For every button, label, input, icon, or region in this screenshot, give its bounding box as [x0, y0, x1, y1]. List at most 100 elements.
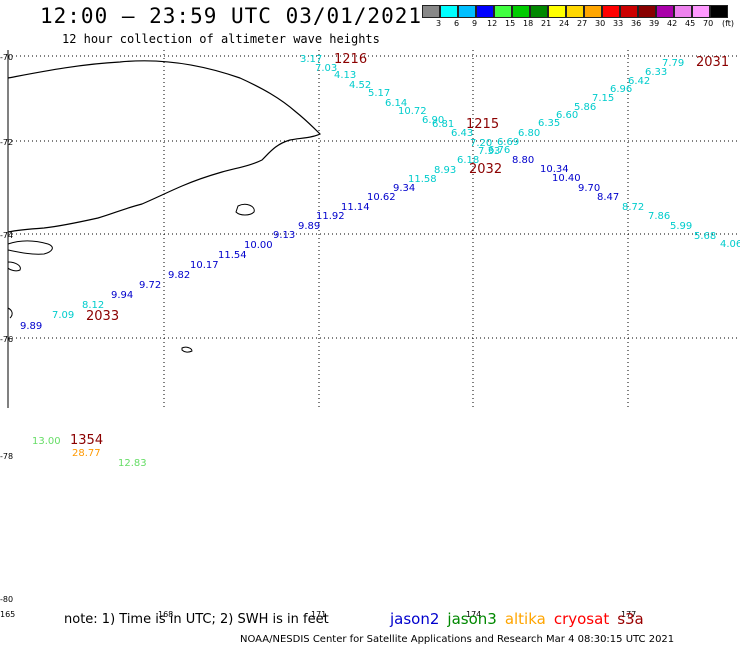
- coastline-island: [181, 346, 193, 353]
- swh-value: 12.83: [118, 458, 147, 469]
- lat-label: -70: [0, 53, 13, 62]
- legend-label: 12: [487, 19, 498, 28]
- satellite-altika: altika: [504, 610, 546, 628]
- track-id-2031: 2031: [696, 55, 729, 70]
- satellite-s3a: s3a: [617, 610, 644, 628]
- swh-value: 7.03: [315, 63, 337, 74]
- satellite-legend: jason2 jason3 altika cryosat s3a: [390, 610, 652, 628]
- satellite-jason3: jason3: [447, 610, 497, 628]
- swh-value: 6.33: [645, 67, 667, 78]
- swh-value: 7.33: [478, 146, 500, 157]
- swh-value: 13.00: [32, 436, 61, 447]
- coastline: [7, 60, 322, 233]
- legend-label: 30: [595, 19, 606, 28]
- wave-height-legend: 3 6 9 12 15 18 21 24 27 30 33 36 39 42 45 70 (ft): [422, 5, 734, 30]
- swh-value: 5.68: [694, 231, 716, 242]
- swh-value: 5.86: [574, 102, 596, 113]
- swh-value: 6.35: [538, 118, 560, 129]
- swh-value: 9.70: [578, 183, 600, 194]
- lat-label: -78: [0, 452, 13, 461]
- legend-swatch: [476, 5, 494, 18]
- footer-credit: NOAA/NESDIS Center for Satellite Applica…: [240, 634, 675, 645]
- legend-label: 9: [472, 19, 478, 28]
- legend-swatch: [638, 5, 656, 18]
- legend-swatch: [584, 5, 602, 18]
- legend-label: 24: [559, 19, 570, 28]
- legend-labels: 3 6 9 12 15 18 21 24 27 30 33 36 39 42 45 70 (ft): [422, 18, 734, 30]
- coastline-island: [7, 261, 21, 272]
- swh-value: 11.14: [341, 202, 370, 213]
- lon-label: 165: [0, 610, 15, 619]
- map-title: 12:00 – 23:59 UTC 03/01/2021: [40, 4, 423, 28]
- satellite-cryosat: cryosat: [553, 610, 610, 628]
- track-id-1215: 1215: [466, 117, 499, 132]
- swh-value: 6.42: [628, 76, 650, 87]
- swh-value: 10.34: [540, 164, 569, 175]
- lat-label: -72: [0, 138, 13, 147]
- swh-value: 9.82: [168, 270, 190, 281]
- swh-value: 9.89: [298, 221, 320, 232]
- legend-swatch: [440, 5, 458, 18]
- legend-label: 27: [577, 19, 588, 28]
- swh-value: 4.52: [349, 80, 371, 91]
- legend-label: 45: [685, 19, 696, 28]
- lon-label: 177: [621, 610, 636, 619]
- swh-value: 6.96: [610, 84, 632, 95]
- lon-label: 174: [466, 610, 481, 619]
- swh-value: 6.81: [432, 119, 454, 130]
- legend-swatch: [422, 5, 440, 18]
- swh-value: 6.76: [488, 145, 510, 156]
- swh-value: 28.77: [72, 448, 101, 459]
- swh-value: 6.43: [451, 128, 473, 139]
- swh-value: 6.14: [385, 98, 407, 109]
- swh-value: 7.86: [648, 211, 670, 222]
- legend-swatch: [692, 5, 710, 18]
- swh-value: 7.79: [662, 58, 684, 69]
- legend-label: 39: [649, 19, 660, 28]
- legend-label: 18: [523, 19, 534, 28]
- track-id-2033: 2033: [86, 309, 119, 324]
- swh-value: 10.62: [367, 192, 396, 203]
- legend-label: 33: [613, 19, 624, 28]
- satellite-jason2: jason2: [390, 610, 440, 628]
- legend-label: 15: [505, 19, 516, 28]
- swh-value: 7.09: [52, 310, 74, 321]
- legend-swatch: [458, 5, 476, 18]
- swh-value: 8.72: [622, 202, 644, 213]
- track-id-1354: 1354: [70, 433, 103, 448]
- swh-value: 6.60: [556, 110, 578, 121]
- swh-value: 6.80: [518, 128, 540, 139]
- swh-value: 8.47: [597, 192, 619, 203]
- legend-label: 70: [703, 19, 714, 28]
- legend-swatch: [674, 5, 692, 18]
- swh-value: 7.20: [470, 138, 492, 149]
- legend-swatch: [494, 5, 512, 18]
- legend-swatch: [548, 5, 566, 18]
- swh-value: 3.17: [300, 54, 322, 65]
- swh-value: 9.94: [111, 290, 133, 301]
- swh-value: 8.12: [82, 300, 104, 311]
- swh-value: 5.17: [368, 88, 390, 99]
- swh-value: 11.92: [316, 211, 345, 222]
- legend-label: 42: [667, 19, 678, 28]
- coastline-island: [7, 307, 13, 319]
- swh-value: 11.54: [218, 250, 247, 261]
- track-id-2032: 2032: [469, 162, 502, 177]
- swh-value: 9.13: [273, 230, 295, 241]
- swh-value: 10.17: [190, 260, 219, 271]
- lon-label: 171: [311, 610, 326, 619]
- swh-value: 4.06: [720, 239, 740, 250]
- swh-value: 11.58: [408, 174, 437, 185]
- coastline-island: [7, 240, 53, 255]
- legend-label: 3: [436, 19, 442, 28]
- swh-value: 9.89: [20, 321, 42, 332]
- lat-label: -76: [0, 335, 13, 344]
- lon-label: 168: [158, 610, 173, 619]
- swh-value: 8.93: [434, 165, 456, 176]
- swh-value: 9.34: [393, 183, 415, 194]
- swh-value: 7.15: [592, 93, 614, 104]
- legend-swatch: [710, 5, 728, 18]
- legend-swatch: [620, 5, 638, 18]
- lat-label: -74: [0, 231, 13, 240]
